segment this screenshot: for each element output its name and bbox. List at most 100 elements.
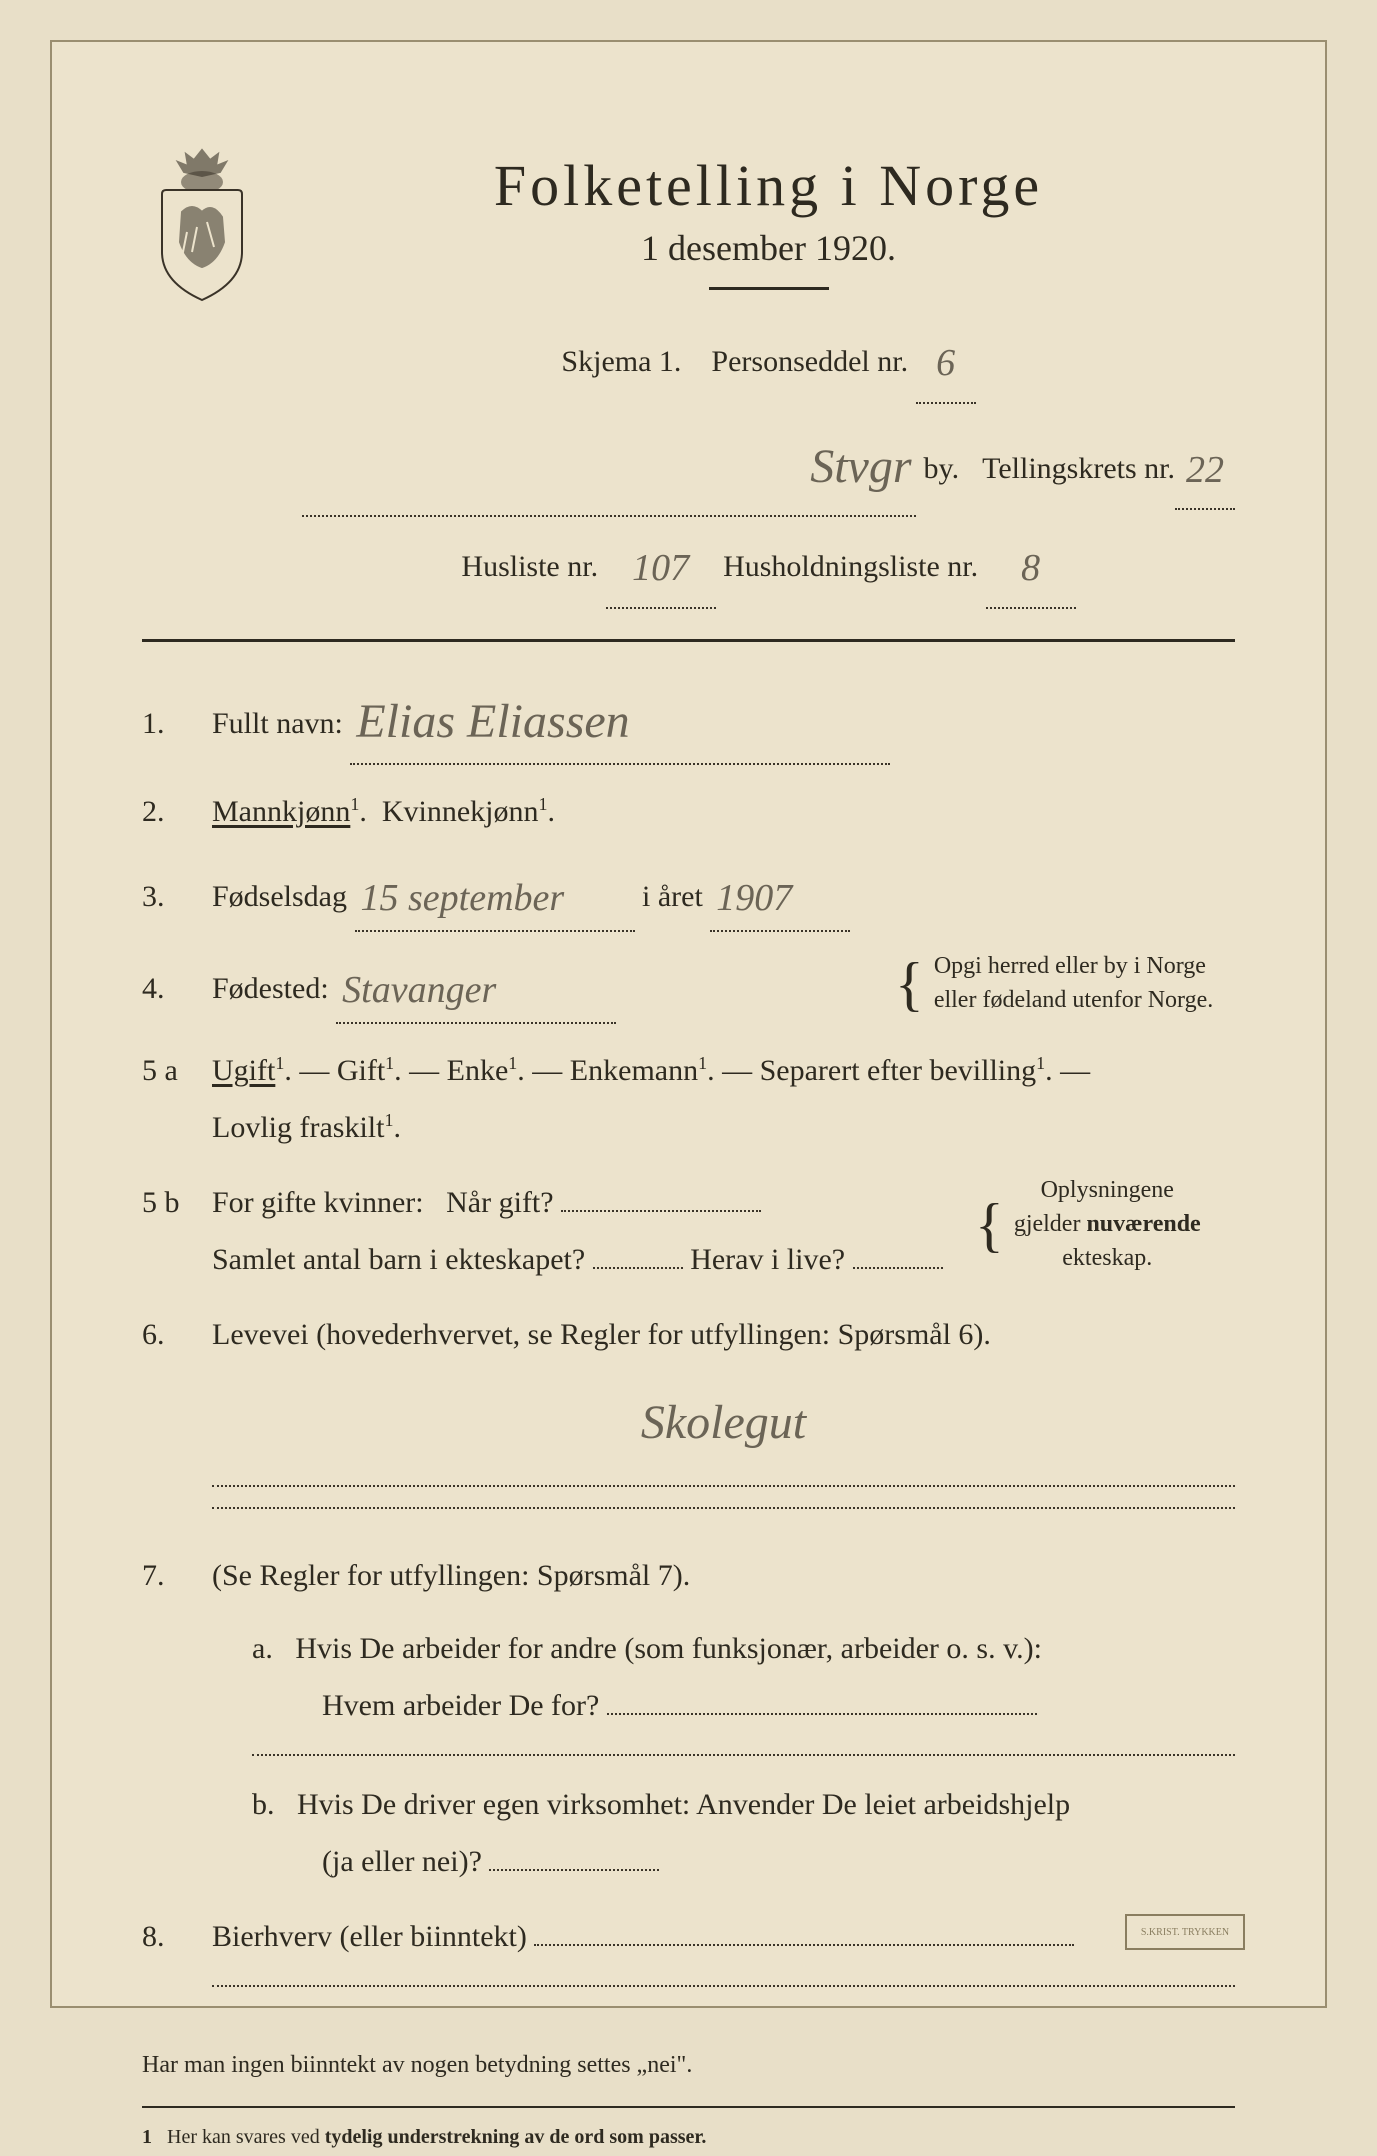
printer-stamp: S.KRIST. TRYKKEN (1125, 1914, 1245, 1950)
q7b-q-wrap: (ja eller nei)? (252, 1845, 659, 1878)
q4-field: Stavanger (336, 950, 616, 1024)
q7-label: (Se Regler for utfyllingen: Spørsmål 7). (212, 1559, 690, 1592)
q5b-samlet-field (593, 1267, 683, 1269)
q7a-q: Hvem arbeider De for? (322, 1689, 599, 1722)
q4-note: { Opgi herred eller by i Norge eller fød… (895, 950, 1235, 1017)
q7a-field (607, 1713, 1037, 1715)
footer-note: Har man ingen biinntekt av nogen betydni… (142, 2043, 1235, 2089)
q7b-q: (ja eller nei)? (322, 1845, 482, 1878)
q6-body: Levevei (hovederhvervet, se Regler for u… (212, 1306, 1235, 1528)
q3-day-field: 15 september (355, 858, 635, 932)
q5b-num: 5 b (142, 1174, 212, 1231)
meta-by-line: Stvgr by. Tellingskrets nr. 22 (302, 410, 1235, 518)
q5b-herav: Herav i live? (690, 1243, 845, 1276)
husholdningsliste-field: 8 (986, 523, 1076, 609)
q6-label: Levevei (hovederhvervet, se Regler for u… (212, 1318, 991, 1351)
q4-body: Fødested: Stavanger { Opgi herred eller … (212, 950, 1235, 1024)
q6-row: 6. Levevei (hovederhvervet, se Regler fo… (142, 1306, 1235, 1528)
q2-male: Mannkjønn (212, 795, 350, 828)
q7-num: 7. (142, 1547, 212, 1604)
husliste-nr: 107 (632, 547, 689, 589)
meta-husliste-line: Husliste nr. 107 Husholdningsliste nr. 8 (302, 523, 1235, 609)
subtitle: 1 desember 1920. (302, 227, 1235, 269)
by-field: Stvgr (302, 410, 916, 518)
footer-rule: 1 Her kan svares ved tydelig understrekn… (142, 2106, 1235, 2156)
q4-row: 4. Fødested: Stavanger { Opgi herred ell… (142, 950, 1235, 1024)
q4-num: 4. (142, 960, 212, 1017)
q5a-body: Ugift1. — Gift1. — Enke1. — Enkemann1. —… (212, 1042, 1235, 1156)
questions-block: 1. Fullt navn: Elias Eliassen 2. Mannkjø… (142, 672, 1235, 2156)
q1-field: Elias Eliassen (350, 672, 890, 765)
q5b-note: { Oplysningene gjelder nuværende ekteska… (975, 1174, 1235, 1275)
q7b: b. Hvis De driver egen virksomhet: Anven… (212, 1776, 1235, 1890)
footnote-num: 1 (142, 2126, 152, 2148)
by-label: by. (916, 436, 968, 502)
q2-female: Kvinnekjønn (382, 795, 539, 828)
husliste-label: Husliste nr. (461, 550, 598, 583)
q4-note-line1: Opgi herred eller by i Norge (934, 953, 1206, 979)
q1-row: 1. Fullt navn: Elias Eliassen (142, 672, 1235, 765)
header: Folketelling i Norge 1 desember 1920. Sk… (142, 142, 1235, 615)
q6-num: 6. (142, 1306, 212, 1363)
q5b-samlet: Samlet antal barn i ekteskapet? (212, 1243, 585, 1276)
tellingskrets-label: Tellingskrets nr. (982, 436, 1175, 502)
personseddel-nr-field: 6 (916, 318, 976, 404)
q5b-label: For gifte kvinner: (212, 1186, 424, 1219)
q2-num: 2. (142, 783, 212, 840)
husliste-field: 107 (606, 523, 716, 609)
q2-row: 2. Mannkjønn1. Kvinnekjønn1. (142, 783, 1235, 840)
q8-row: 8. Bierhverv (eller biinntekt) (142, 1908, 1235, 2007)
brace-icon: { (895, 969, 924, 999)
personseddel-label: Personseddel nr. (711, 345, 908, 378)
coat-of-arms-icon (142, 142, 262, 302)
q5b-note3: ekteskap. (1062, 1245, 1152, 1271)
q4-label: Fødested: (212, 972, 329, 1005)
title-block: Folketelling i Norge 1 desember 1920. Sk… (302, 142, 1235, 615)
husholdningsliste-nr: 8 (1021, 547, 1040, 589)
q3-year-label: i året (642, 880, 703, 913)
q7a-line (252, 1754, 1235, 1756)
q1-body: Fullt navn: Elias Eliassen (212, 672, 1235, 765)
q5b-note-text: Oplysningene gjelder nuværende ekteskap. (1014, 1174, 1201, 1275)
meta-lines: Skjema 1. Personseddel nr. 6 Stvgr by. T… (302, 318, 1235, 609)
q6-line1 (212, 1485, 1235, 1487)
q3-label: Fødselsdag (212, 880, 347, 913)
q5a-num: 5 a (142, 1042, 212, 1099)
q5b-note1: Oplysningene (1041, 1177, 1174, 1203)
q5a-row: 5 a Ugift1. — Gift1. — Enke1. — Enkemann… (142, 1042, 1235, 1156)
q3-year-field: 1907 (710, 858, 850, 932)
skjema-label: Skjema 1. (561, 345, 681, 378)
q1-label: Fullt navn: (212, 707, 343, 740)
q2-body: Mannkjønn1. Kvinnekjønn1. (212, 783, 1235, 840)
q7b-text: Hvis De driver egen virksomhet: Anvender… (297, 1788, 1070, 1821)
q5b-naar-field (561, 1210, 761, 1212)
q7a-q-wrap: Hvem arbeider De for? (252, 1689, 1037, 1722)
q5a-enkemann: Enkemann (570, 1054, 698, 1087)
q6-answer-line: Skolegut (212, 1373, 1235, 1464)
q5a-fraskilt: Lovlig fraskilt (212, 1111, 384, 1144)
q7a-text: Hvis De arbeider for andre (som funksjon… (295, 1632, 1042, 1665)
footnote-text: Her kan svares ved tydelig understreknin… (167, 2126, 706, 2148)
q7a: a. Hvis De arbeider for andre (som funks… (212, 1620, 1235, 1756)
q4-value: Stavanger (342, 969, 496, 1011)
q5b-herav-field (853, 1267, 943, 1269)
q5a-gift: Gift (337, 1054, 385, 1087)
q8-line (212, 1985, 1235, 1987)
q4-note-line2: eller fødeland utenfor Norge. (934, 987, 1213, 1013)
q5b-row: 5 b For gifte kvinner: Når gift? Samlet … (142, 1174, 1235, 1288)
main-title: Folketelling i Norge (302, 152, 1235, 219)
q3-num: 3. (142, 868, 212, 925)
q3-row: 3. Fødselsdag 15 september i året 1907 (142, 858, 1235, 932)
q5b-note-bold: nuværende (1086, 1211, 1200, 1237)
q8-label: Bierhverv (eller biinntekt) (212, 1920, 527, 1953)
personseddel-nr: 6 (936, 342, 955, 384)
q7-row: 7. (Se Regler for utfyllingen: Spørsmål … (142, 1547, 1235, 1890)
meta-skjema-line: Skjema 1. Personseddel nr. 6 (302, 318, 1235, 404)
q8-body: Bierhverv (eller biinntekt) (212, 1908, 1235, 2007)
q3-year: 1907 (716, 877, 792, 919)
q4-left: Fødested: Stavanger (212, 950, 875, 1024)
q6-value: Skolegut (641, 1396, 806, 1449)
tellingskrets-field: 22 (1175, 425, 1235, 511)
title-divider (709, 287, 829, 290)
husholdningsliste-label: Husholdningsliste nr. (723, 550, 978, 583)
